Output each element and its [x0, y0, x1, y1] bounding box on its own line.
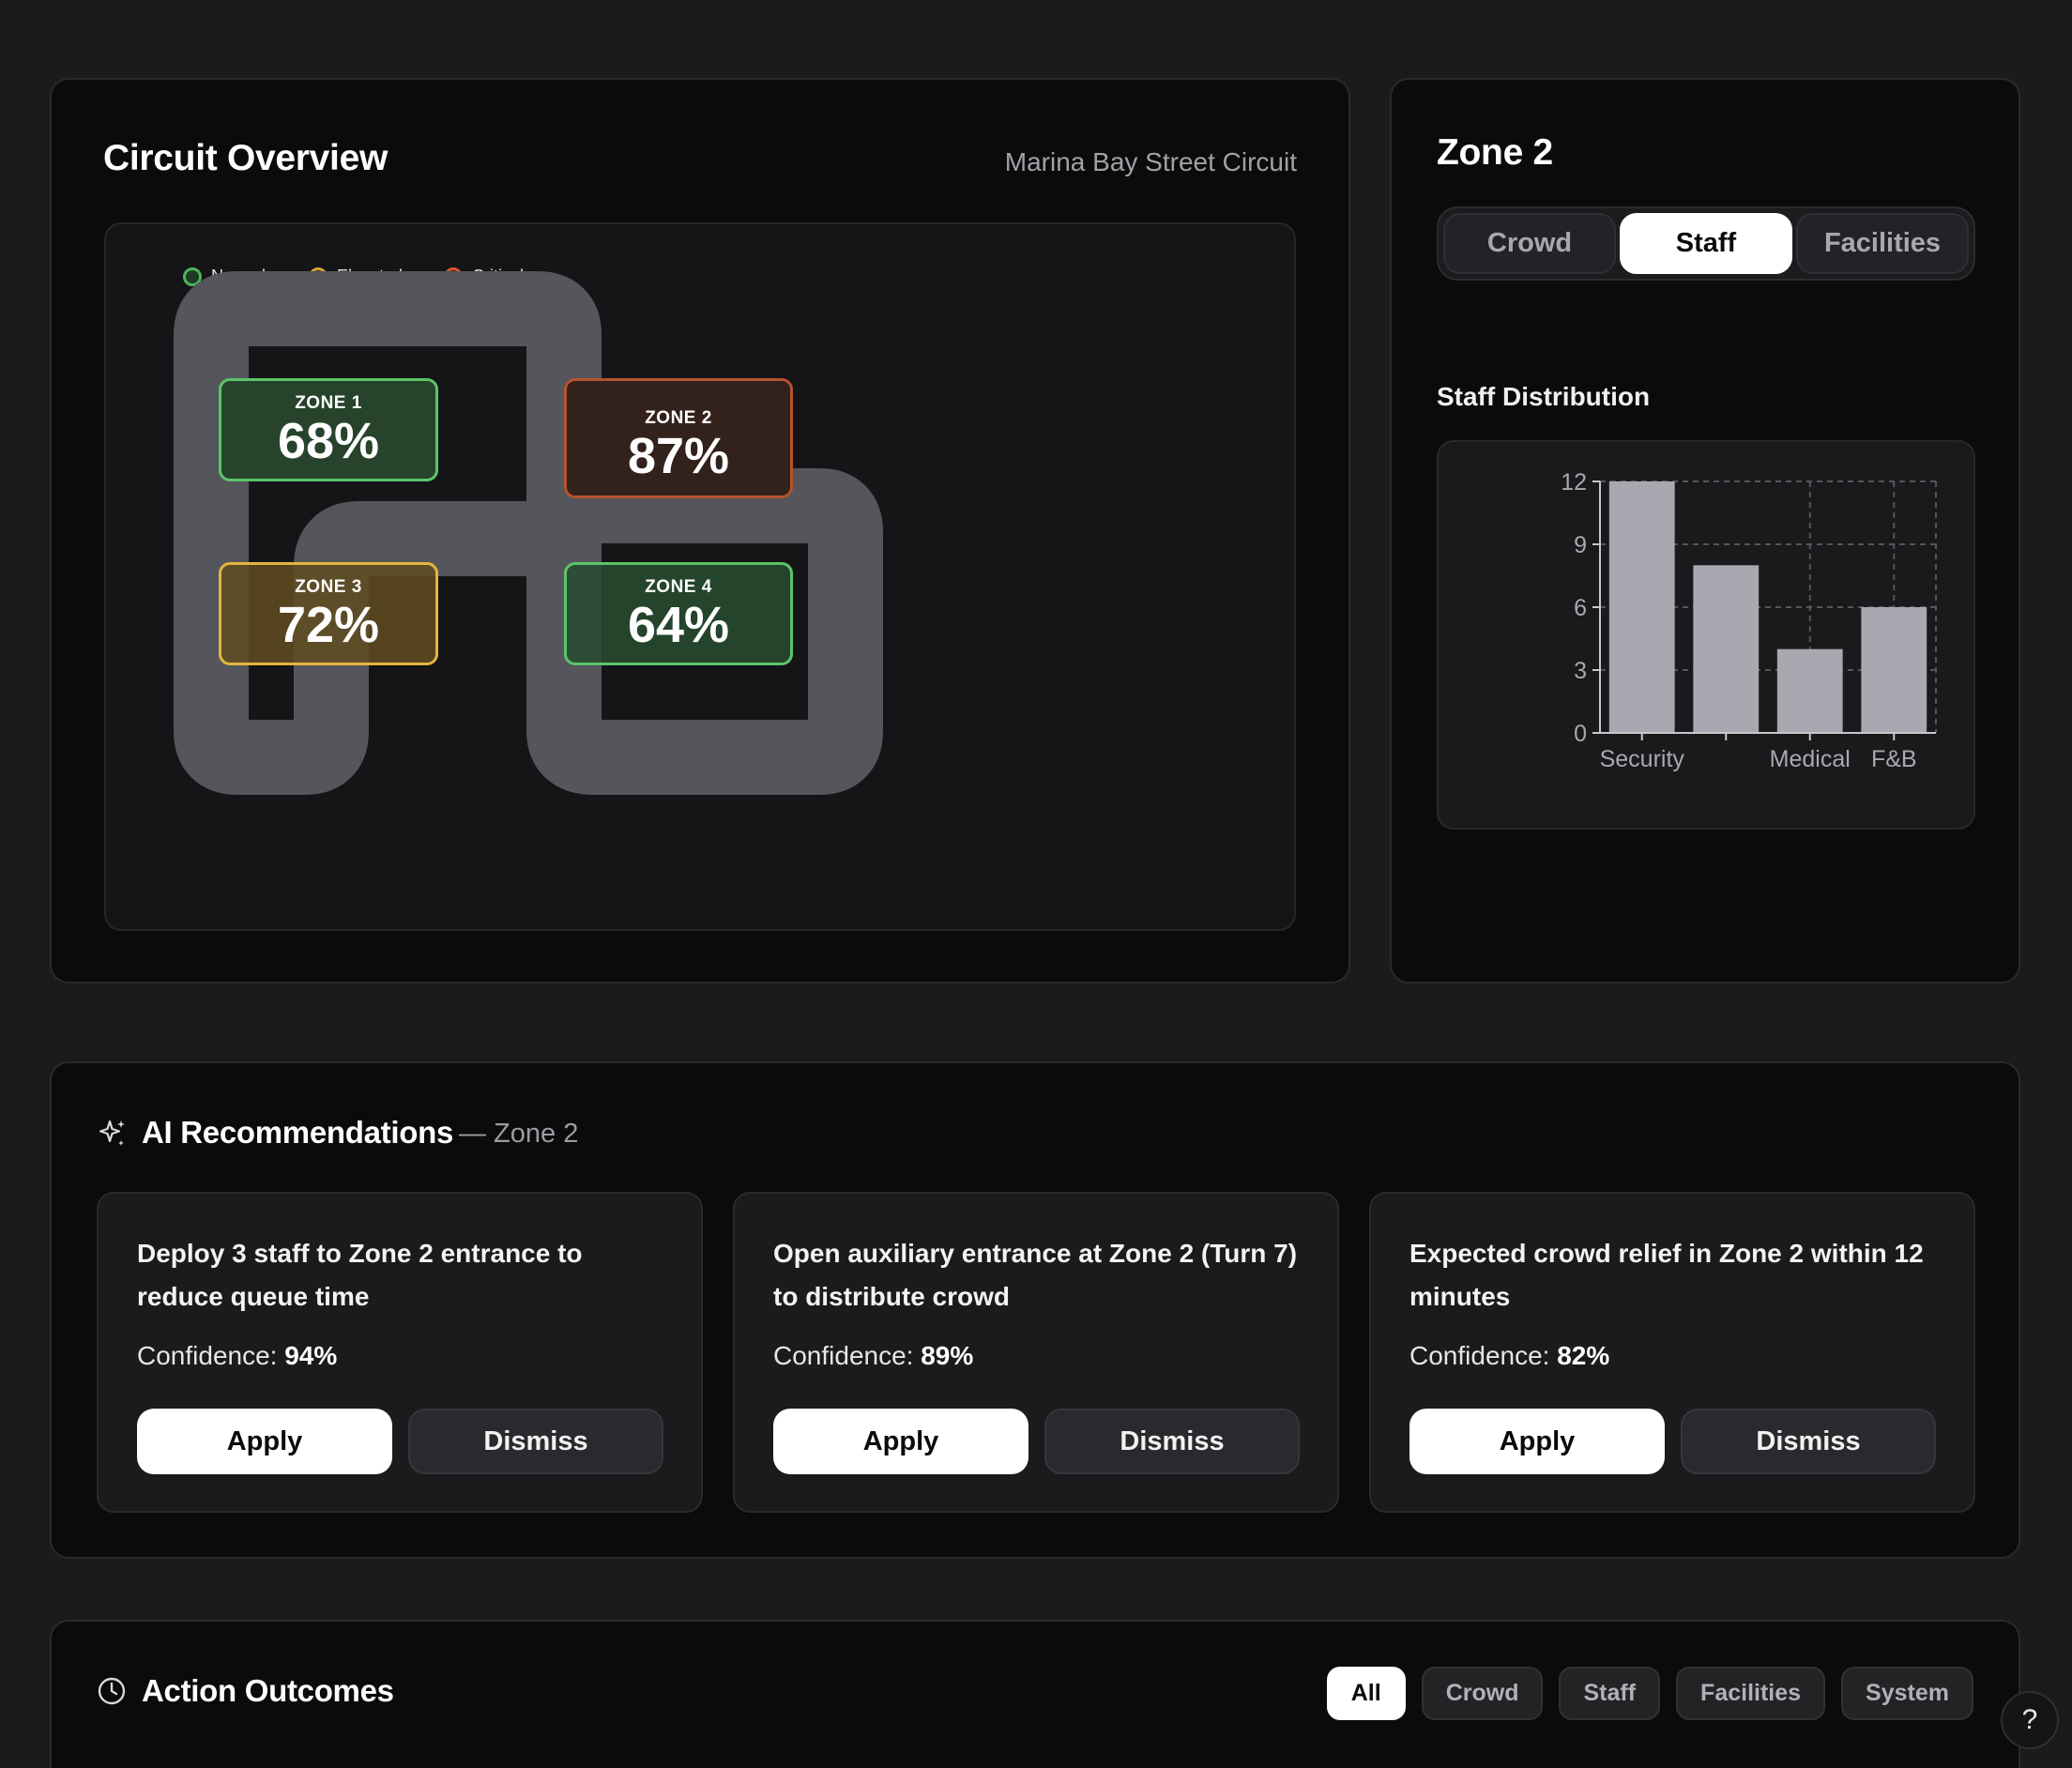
circuit-track [174, 271, 883, 795]
zone-label: ZONE 4 [645, 577, 712, 597]
outcome-filters: All Crowd Staff Facilities System [1326, 1667, 1973, 1720]
zone-label: ZONE 2 [645, 408, 712, 428]
zone-value: 87% [627, 428, 730, 484]
y-tick-label: 0 [1574, 721, 1587, 747]
recommendation-confidence: Confidence: 82% [1409, 1341, 1609, 1371]
bar-f-b [1861, 607, 1927, 733]
help-button[interactable]: ? [2001, 1691, 2059, 1749]
zone-value: 72% [277, 597, 380, 653]
confidence-value: 94% [284, 1341, 338, 1370]
zone-label: ZONE 1 [295, 393, 362, 413]
circuit-name: Marina Bay Street Circuit [1004, 147, 1297, 176]
bar-medical [1776, 648, 1843, 733]
recommendation-text: Open auxiliary entrance at Zone 2 (Turn … [773, 1239, 1298, 1311]
tab-staff[interactable]: Staff [1620, 213, 1792, 274]
sparkle-icon [99, 1120, 125, 1146]
y-tick-label: 12 [1561, 469, 1587, 495]
recommendation-text: Deploy 3 staff to Zone 2 entrance to red… [137, 1239, 583, 1311]
circuit-overview-title: Circuit Overview [103, 138, 388, 178]
normal-dot-icon [183, 267, 202, 286]
action-outcomes-card: Action Outcomes All Crowd Staff Faciliti… [50, 1620, 2020, 1768]
zone-1-box[interactable]: ZONE 1 68% [219, 378, 438, 481]
filter-staff[interactable]: Staff [1559, 1667, 1661, 1720]
zone-2-box[interactable]: ZONE 2 87% [564, 378, 793, 498]
dismiss-button[interactable]: Dismiss [1044, 1409, 1300, 1474]
confidence-label: Confidence: [137, 1341, 278, 1370]
confidence-value: 89% [921, 1341, 974, 1370]
staff-distribution-chart: 0 3 6 9 12 Security Medical F&B [1437, 440, 1975, 830]
y-tick-label: 3 [1574, 658, 1587, 684]
zone-tabs: Crowd Staff Facilities [1437, 206, 1975, 281]
apply-button[interactable]: Apply [773, 1409, 1028, 1474]
confidence-value: 82% [1557, 1341, 1610, 1370]
zone-title: Zone 2 [1437, 132, 1553, 173]
clock-icon [98, 1677, 126, 1705]
confidence-label: Confidence: [773, 1341, 914, 1370]
ai-recommendations-card: AI Recommendations — Zone 2 Deploy 3 sta… [50, 1061, 2020, 1559]
staff-distribution-title: Staff Distribution [1437, 382, 1651, 411]
apply-button[interactable]: Apply [137, 1409, 392, 1474]
recommendation-confidence: Confidence: 94% [137, 1341, 337, 1371]
zone-value: 68% [277, 413, 380, 469]
bar-security [1608, 481, 1675, 733]
y-tick-label: 9 [1574, 532, 1587, 558]
filter-system[interactable]: System [1841, 1667, 1973, 1720]
chart-svg: 0 3 6 9 12 Security Medical F&B [1561, 469, 1937, 772]
recommendations-zone: — Zone 2 [459, 1119, 579, 1149]
recommendation-card: Deploy 3 staff to Zone 2 entrance to red… [97, 1192, 703, 1513]
filter-facilities[interactable]: Facilities [1676, 1667, 1826, 1720]
x-tick-label: F&B [1871, 746, 1917, 772]
zone-value: 64% [627, 597, 730, 653]
y-tick-label: 6 [1574, 595, 1587, 621]
bar-guest-services [1693, 565, 1760, 733]
zone-detail-card: Zone 2 Crowd Staff Facilities Staff Dist… [1390, 78, 2020, 983]
recommendations-title: AI Recommendations [142, 1115, 453, 1150]
x-tick-label: Medical [1770, 746, 1851, 772]
zone-3-box[interactable]: ZONE 3 72% [219, 562, 438, 665]
circuit-overview-card: Circuit Overview Marina Bay Street Circu… [50, 78, 1350, 983]
recommendation-card: Expected crowd relief in Zone 2 within 1… [1369, 1192, 1975, 1513]
tab-facilities[interactable]: Facilities [1796, 213, 1969, 274]
recommendation-confidence: Confidence: 89% [773, 1341, 973, 1371]
tab-crowd[interactable]: Crowd [1443, 213, 1616, 274]
apply-button[interactable]: Apply [1409, 1409, 1665, 1474]
dismiss-button[interactable]: Dismiss [408, 1409, 663, 1474]
confidence-label: Confidence: [1409, 1341, 1550, 1370]
zone-4-box[interactable]: ZONE 4 64% [564, 562, 793, 665]
zone-label: ZONE 3 [295, 577, 362, 597]
filter-crowd[interactable]: Crowd [1421, 1667, 1544, 1720]
x-tick-label: Security [1600, 746, 1685, 772]
action-outcomes-title: Action Outcomes [142, 1673, 394, 1708]
recommendation-card: Open auxiliary entrance at Zone 2 (Turn … [733, 1192, 1339, 1513]
filter-all[interactable]: All [1326, 1667, 1406, 1720]
recommendation-text: Expected crowd relief in Zone 2 within 1… [1409, 1239, 1924, 1311]
dismiss-button[interactable]: Dismiss [1681, 1409, 1936, 1474]
circuit-map: Normal Elevated Critical ZONE 1 68% ZONE… [104, 222, 1296, 931]
